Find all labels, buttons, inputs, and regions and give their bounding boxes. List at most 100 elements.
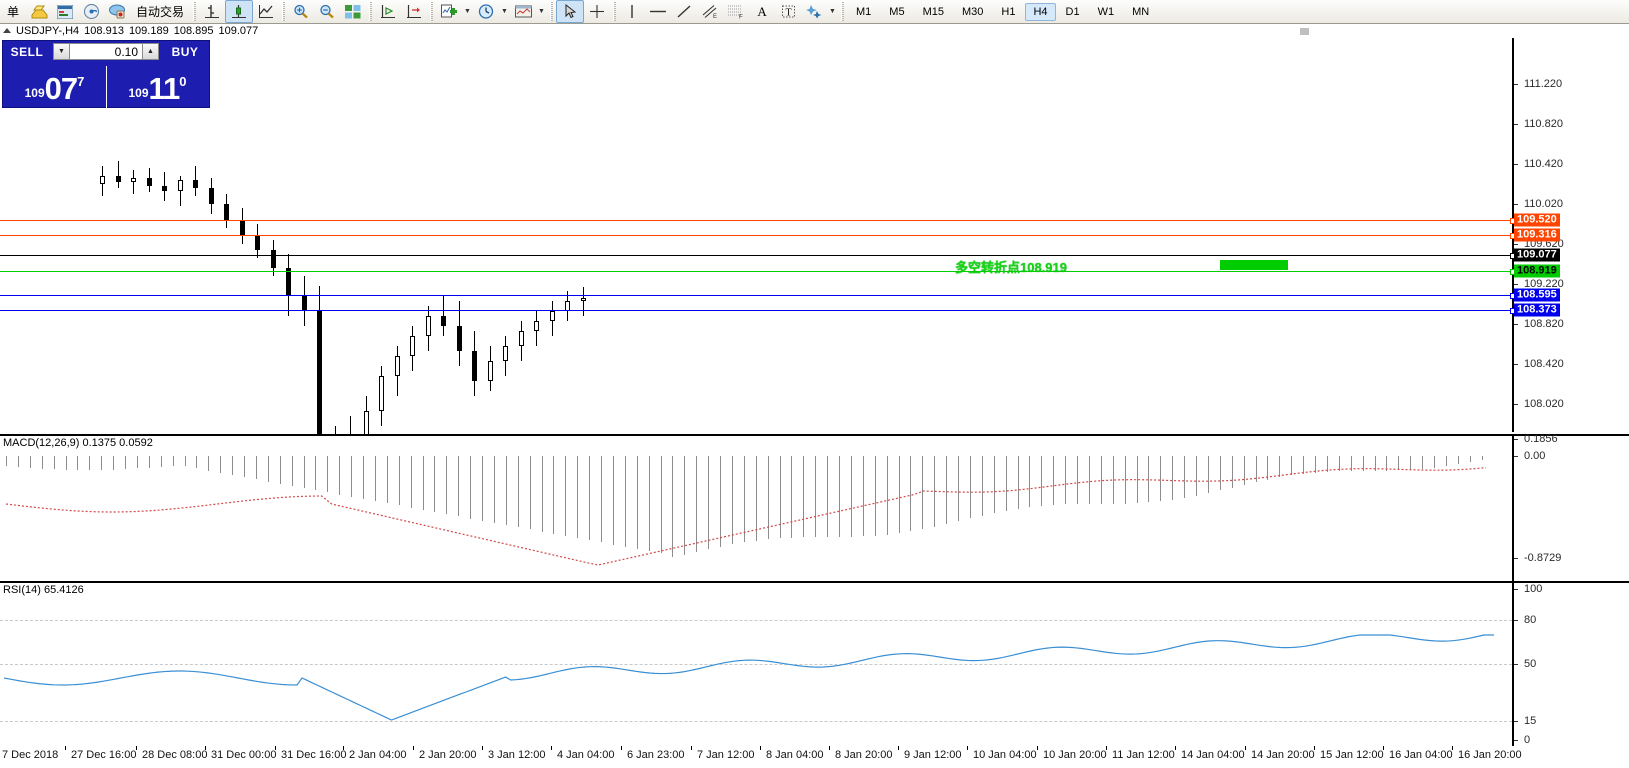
timeframe-mn[interactable]: MN [1132,5,1150,18]
templates-dropdown-arrow-icon[interactable]: ▼ [538,8,545,15]
volume-increase-icon[interactable]: ▲ [142,43,159,60]
support-upper-line[interactable] [0,293,1516,299]
time-axis-label: 2 Jan 04:00 [349,749,407,761]
price-tick-label: 108.020 [1524,398,1564,410]
macd-histogram-bar [1053,456,1055,506]
macd-pane[interactable] [0,436,1512,581]
crosshair-icon[interactable] [584,1,610,22]
text-label-icon[interactable]: T [775,1,801,22]
timeframe-group: M1 M5 M15 M30 H1 H4 D1 W1 MN [847,2,1158,21]
volume-input[interactable]: 0.10 [70,43,142,60]
highlight-box[interactable] [1220,260,1288,270]
macd-histogram-bar [351,456,353,497]
zoom-out-icon[interactable] [314,1,340,22]
vertical-line-icon[interactable] [619,1,645,22]
macd-histogram-bar [113,456,115,470]
time-axis-tick [482,746,483,750]
macd-histogram-bar [1374,456,1376,471]
periods-icon[interactable] [473,1,499,22]
support-upper-tag: 108.595 [1514,288,1560,302]
macd-histogram-bar [279,456,281,484]
candlestick [115,176,121,182]
candlestick [487,361,493,381]
time-axis-label: 6 Jan 23:00 [627,749,685,761]
macd-tick-mark [1514,456,1518,457]
periods-dropdown-arrow-icon[interactable]: ▼ [501,8,508,15]
candlestick [239,220,245,236]
macd-histogram-bar [958,456,959,522]
timeframe-m5[interactable]: M5 [889,5,905,18]
volume-decrease-icon[interactable]: ▼ [53,43,70,60]
line-chart-icon[interactable] [253,1,279,22]
symbol-low: 108.895 [173,24,214,37]
macd-histogram-bar [1386,456,1388,471]
bar-chart-icon[interactable] [199,1,225,22]
macd-signal-line [5,467,1487,566]
resistance-upper-line[interactable] [0,218,1516,224]
one-click-trading-panel[interactable]: SELL ▼ 0.10 ▲ BUY 109 07 7 109 11 0 [2,40,210,121]
sell-quote[interactable]: 109 07 7 [3,62,106,107]
shapes-dropdown-arrow-icon[interactable]: ▼ [829,8,836,15]
macd-histogram-bar [422,456,424,510]
timeframe-m1[interactable]: M1 [856,5,872,18]
resistance-lower-line[interactable] [0,233,1516,239]
volume-control[interactable]: ▼ 0.10 ▲ [53,43,159,60]
signals-icon[interactable] [78,1,104,22]
time-axis-tick [621,746,622,750]
zoom-in-icon[interactable] [288,1,314,22]
collapse-triangle-icon[interactable] [3,28,11,33]
time-axis-label: 31 Dec 16:00 [281,749,347,761]
autotrade-label[interactable]: 自动交易 [136,5,185,19]
macd-histogram-bar [1112,456,1114,504]
market-watch-icon[interactable] [52,1,78,22]
price-tick-mark [1514,364,1518,365]
pivot-line-line[interactable] [0,269,1516,275]
chart-container[interactable]: 多空转折点108.919 111.220 110.820 110.420 110.02… [0,28,1629,768]
buy-button[interactable]: BUY [161,41,209,62]
rsi-tick-mark [1514,620,1518,621]
tile-windows-icon[interactable] [340,1,366,22]
gold-bars-icon[interactable] [26,1,52,22]
new-order-icon[interactable]: 单 [6,5,19,19]
chart-annotation-text[interactable]: 多空转折点108.919 [955,260,1067,275]
macd-histogram-bar [981,456,983,516]
macd-histogram-bar [1422,456,1424,469]
last-price-line[interactable] [0,253,1516,259]
macd-histogram-bar [815,456,817,538]
indicators-dropdown-arrow-icon[interactable]: ▼ [464,8,471,15]
indicators-icon[interactable] [436,1,462,22]
timeframe-h4[interactable]: H4 [1025,2,1056,21]
time-axis-label: 16 Jan 20:00 [1458,749,1522,761]
candlestick [146,178,152,186]
equidistant-channel-icon[interactable]: E [697,1,723,22]
timeframe-w1[interactable]: W1 [1097,5,1115,18]
text-icon[interactable]: A [757,3,767,19]
support-lower-tag: 108.373 [1514,303,1560,317]
macd-histogram-bar [184,456,186,467]
chart-scroll-handle[interactable] [1300,28,1309,35]
sell-button[interactable]: SELL [3,41,51,62]
templates-icon[interactable] [510,1,536,22]
macd-histogram-bar [255,456,257,480]
timeframe-m15[interactable]: M15 [922,5,944,18]
auto-scroll-icon[interactable] [375,1,401,22]
fibonacci-icon[interactable]: F [723,1,749,22]
buy-quote[interactable]: 109 11 0 [106,62,209,107]
rsi-pane[interactable] [0,583,1512,746]
data-window-icon[interactable] [104,1,130,22]
timeframe-m30[interactable]: M30 [961,5,984,18]
candlestick [456,326,462,351]
macd-histogram-bar [17,456,19,467]
shapes-icon[interactable] [801,1,827,22]
macd-histogram-bar [1445,456,1447,467]
chart-shift-icon[interactable] [401,1,427,22]
timeframe-h1[interactable]: H1 [1001,5,1016,18]
horizontal-line-icon[interactable] [645,1,671,22]
timeframe-d1[interactable]: D1 [1065,5,1080,18]
macd-histogram-bar [1172,456,1174,500]
rsi-tick-label: 15 [1524,715,1537,727]
cursor-icon[interactable] [556,0,585,23]
candlestick-chart-icon[interactable] [225,0,254,23]
trendline-icon[interactable] [671,1,697,22]
support-lower-line[interactable] [0,308,1516,314]
